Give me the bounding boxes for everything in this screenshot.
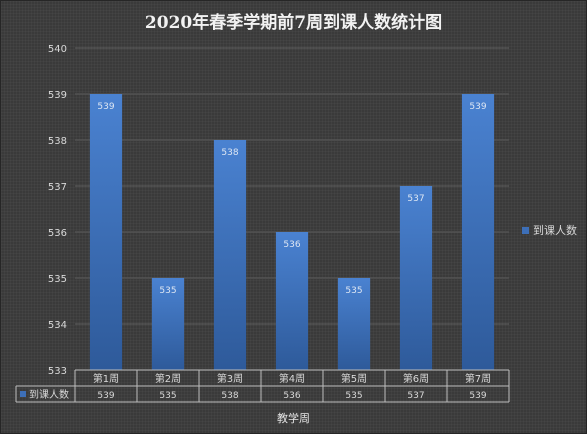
data-label: 539 [97,102,114,112]
table-value: 537 [407,391,424,401]
table-legend-key [20,391,26,397]
y-tick-label: 536 [48,228,67,239]
bar [275,232,309,370]
x-axis-title: 教学周 [277,412,310,425]
y-tick-label: 533 [48,366,67,377]
data-label: 538 [221,148,238,158]
y-tick-label: 539 [48,90,67,101]
y-tick-label: 537 [48,182,67,193]
y-tick-label: 534 [48,320,67,331]
table-value: 535 [159,391,176,401]
table-value: 539 [469,391,486,401]
y-tick-label: 540 [48,44,67,55]
data-label: 536 [283,240,300,250]
legend-swatch [522,226,529,234]
x-category-label: 第1周 [93,372,119,385]
data-label: 535 [159,286,176,296]
x-category-label: 第7周 [465,372,491,385]
table-value: 538 [221,391,238,401]
bar [213,140,247,370]
table-series-label: 到课人数 [29,388,69,401]
table-value: 539 [97,391,114,401]
x-category-label: 第2周 [155,372,181,385]
x-category-label: 第5周 [341,372,367,385]
data-label: 537 [407,194,424,204]
bar [399,186,433,370]
bar [337,278,371,370]
x-category-label: 第3周 [217,372,243,385]
chart-title: 2020年春季学期前7周到课人数统计图 [144,13,443,33]
bar [461,94,495,370]
bar [89,94,123,370]
x-category-label: 第6周 [403,372,429,385]
data-label: 535 [345,286,362,296]
legend: 到课人数 [522,222,577,238]
data-label: 539 [469,102,486,112]
y-tick-label: 538 [48,136,67,147]
bar [151,278,185,370]
table-value: 535 [345,391,362,401]
x-category-label: 第4周 [279,372,305,385]
y-tick-label: 535 [48,274,67,285]
table-value: 536 [283,391,300,401]
legend-label: 到课人数 [533,224,577,237]
